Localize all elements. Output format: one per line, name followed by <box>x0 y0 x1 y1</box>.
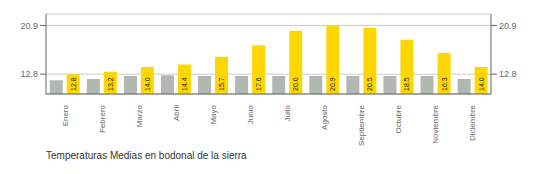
svg-text:12.8: 12.8 <box>20 69 38 79</box>
svg-text:17.6: 17.6 <box>255 77 262 91</box>
svg-text:14.0: 14.0 <box>144 77 151 91</box>
svg-text:Febrero: Febrero <box>98 104 107 133</box>
html-text:Temperaturas Medias en bodonal: Temperaturas Medias en bodonal de la sie… <box>46 150 247 161</box>
svg-text:12.8: 12.8 <box>499 69 517 79</box>
svg-text:20.9: 20.9 <box>499 21 517 31</box>
svg-text:20.0: 20.0 <box>292 77 299 91</box>
svg-text:12.8: 12.8 <box>70 77 77 91</box>
svg-text:Septiembre: Septiembre <box>357 104 366 145</box>
svg-text:Mayo: Mayo <box>209 104 218 124</box>
svg-text:15.7: 15.7 <box>218 77 225 91</box>
svg-text:20.9: 20.9 <box>329 77 336 91</box>
svg-text:Noviembre: Noviembre <box>431 104 440 143</box>
svg-text:Octubre: Octubre <box>394 104 403 133</box>
svg-text:20.9: 20.9 <box>20 21 38 31</box>
svg-text:Enero: Enero <box>61 104 70 126</box>
svg-text:18.5: 18.5 <box>403 77 410 91</box>
svg-text:Diciembre: Diciembre <box>468 104 477 141</box>
svg-text:Abril: Abril <box>172 105 181 121</box>
svg-text:13.2: 13.2 <box>107 77 114 91</box>
svg-text:14.4: 14.4 <box>181 77 188 91</box>
svg-text:16.3: 16.3 <box>441 77 448 91</box>
svg-text:Marzo: Marzo <box>135 104 144 127</box>
svg-text:Junio: Junio <box>246 104 255 124</box>
svg-text:Julio: Julio <box>283 104 292 121</box>
svg-text:Agosto: Agosto <box>320 104 329 129</box>
svg-text:14.0: 14.0 <box>478 77 485 91</box>
svg-text:20.5: 20.5 <box>366 77 373 91</box>
